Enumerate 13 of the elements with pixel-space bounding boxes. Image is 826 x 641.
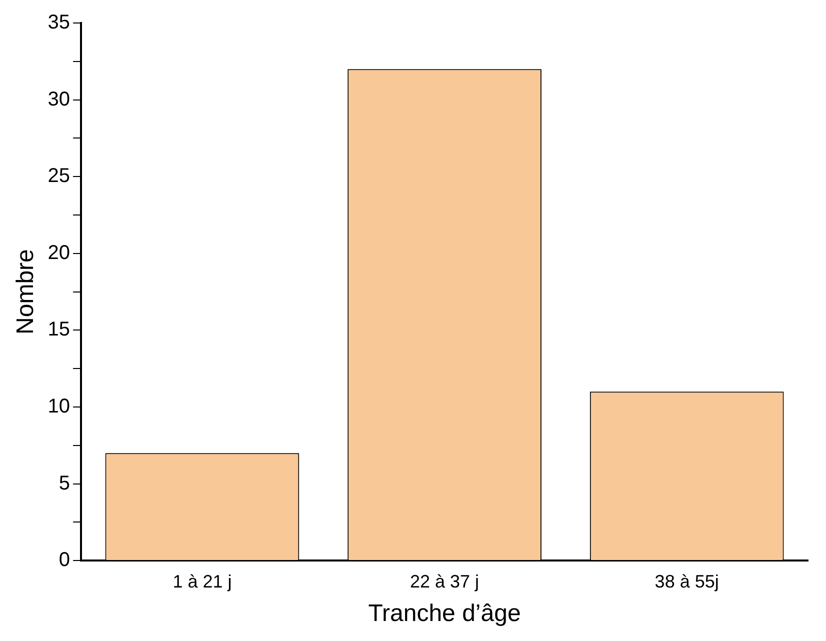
y-tick-label: 30 [48,88,70,110]
x-tick-label: 38 à 55j [654,571,719,592]
y-tick-label: 15 [48,318,70,341]
y-tick-label: 5 [58,472,70,494]
y-tick-label: 25 [48,165,70,188]
x-tick-label: 22 à 37 j [410,571,480,592]
y-tick-label: 10 [48,396,70,418]
y-tick-label: 20 [48,242,70,264]
x-axis-title: Tranche d’âge [368,600,521,628]
y-tick-label: 35 [48,12,70,34]
y-axis-title: Nombre [12,249,40,334]
y-tick-label: 0 [58,549,70,572]
x-tick-label: 1 à 21 j [172,571,232,592]
